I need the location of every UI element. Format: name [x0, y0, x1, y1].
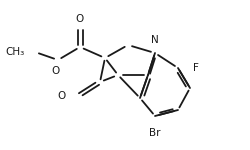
- Text: F: F: [193, 63, 199, 73]
- Text: O: O: [57, 91, 66, 101]
- Text: O: O: [52, 66, 60, 76]
- Text: Br: Br: [149, 128, 161, 138]
- Text: CH₃: CH₃: [6, 47, 25, 57]
- Text: N: N: [151, 36, 159, 45]
- Text: O: O: [76, 14, 84, 24]
